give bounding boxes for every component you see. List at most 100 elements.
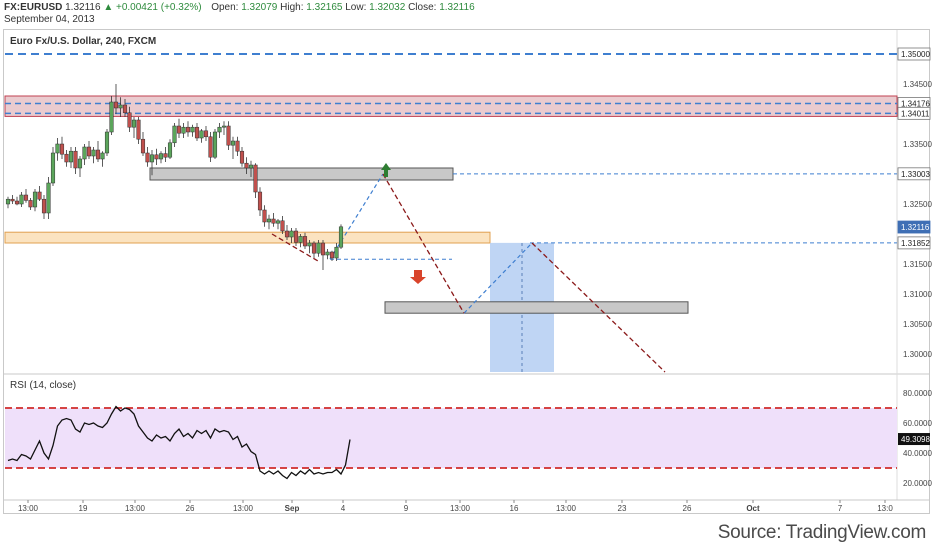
candle [253,163,258,198]
support-zone [4,231,491,244]
candle-body [172,125,177,144]
candle-body [226,125,231,146]
candle-body [266,218,272,223]
candle [203,126,209,141]
candle [244,157,249,174]
candle [199,129,204,143]
candle-body [284,230,290,238]
candle-body [86,146,92,157]
candle-body [32,191,38,208]
candle [28,198,33,210]
candle-body [149,154,155,163]
candle [208,132,213,162]
price-level-tag-label: 1.31852 [901,239,930,248]
candle [194,123,200,141]
candle [118,97,123,117]
candle [284,225,290,240]
candle [262,205,267,227]
price-tick-label: 1.34500 [903,80,932,89]
price-level-tag [897,220,931,234]
candle-body [64,153,69,163]
candle-body [118,104,123,109]
time-tick-label: 7 [838,504,843,513]
candle [140,132,146,156]
candle-body [140,138,146,154]
bullish-projection-path [329,173,384,260]
bearish-projection-path-2 [531,242,666,373]
candle [212,129,218,159]
price-tick-label: 1.30500 [903,320,932,329]
candle-body [82,146,87,160]
candle [275,219,281,230]
candle-body [248,164,254,169]
rsi-band [5,408,897,468]
candle [176,118,182,138]
rsi-tick-label: 20.0000 [903,479,932,488]
candle-body [181,126,186,134]
candle [82,144,87,165]
candle [10,195,15,204]
candle-body [91,149,96,157]
candle [338,224,344,249]
candle [37,186,42,201]
candle [64,150,69,167]
candle-body [302,236,308,247]
time-tick-label: 26 [186,504,195,513]
candle [298,234,303,248]
up-arrow-icon [381,163,391,177]
candle-body [230,140,236,146]
candle [185,121,191,137]
bullish-projection-path-2 [463,242,533,314]
rsi-series-line [7,405,351,480]
rsi-tick-label: 40.0000 [903,449,932,458]
candle [325,249,330,260]
candle-body [100,152,105,160]
time-tick-label: 13:00 [556,504,577,513]
time-tick-label: 13:0 [877,504,893,513]
candle-body [208,136,213,158]
candle [113,84,119,114]
candle-body [167,142,173,158]
candle-body [280,220,285,232]
candle [235,136,240,156]
candle-body [194,126,200,139]
time-tick-label: 23 [618,504,627,513]
candle-body [46,182,51,214]
candle [131,117,137,138]
candle [167,139,173,159]
open-value: 1.32079 [241,2,278,13]
candle-body [50,152,56,184]
candle-body [41,198,47,214]
time-tick-label: 13:00 [125,504,146,513]
candle [73,147,78,174]
candle [217,123,222,138]
candle-body [163,153,168,158]
candle-body [316,242,321,254]
candle [280,216,285,234]
candle [14,196,20,206]
candle-body [28,200,33,208]
price-level-tag [897,106,931,120]
time-tick-label: Sep [285,504,300,513]
high-value: 1.32165 [306,2,343,13]
candle [109,96,114,135]
candle [5,196,11,209]
candle-body [307,242,312,247]
chart-date: September 04, 2013 [4,14,95,25]
candle-body [23,194,29,201]
candle-body [298,236,303,243]
candle-body [221,125,227,128]
candle-body [293,230,299,243]
time-tick-label: 13:00 [18,504,39,513]
price-level-tag-label: 1.32116 [901,223,930,232]
candle-body [257,191,263,211]
candle [41,195,47,219]
candle-body [95,149,101,160]
open-label: Open: [211,2,239,13]
candle [190,124,195,137]
close-label: Close: [408,2,437,13]
symbol-name: FX:EURUSD [4,2,63,13]
candle [86,141,92,159]
candle [257,187,263,216]
